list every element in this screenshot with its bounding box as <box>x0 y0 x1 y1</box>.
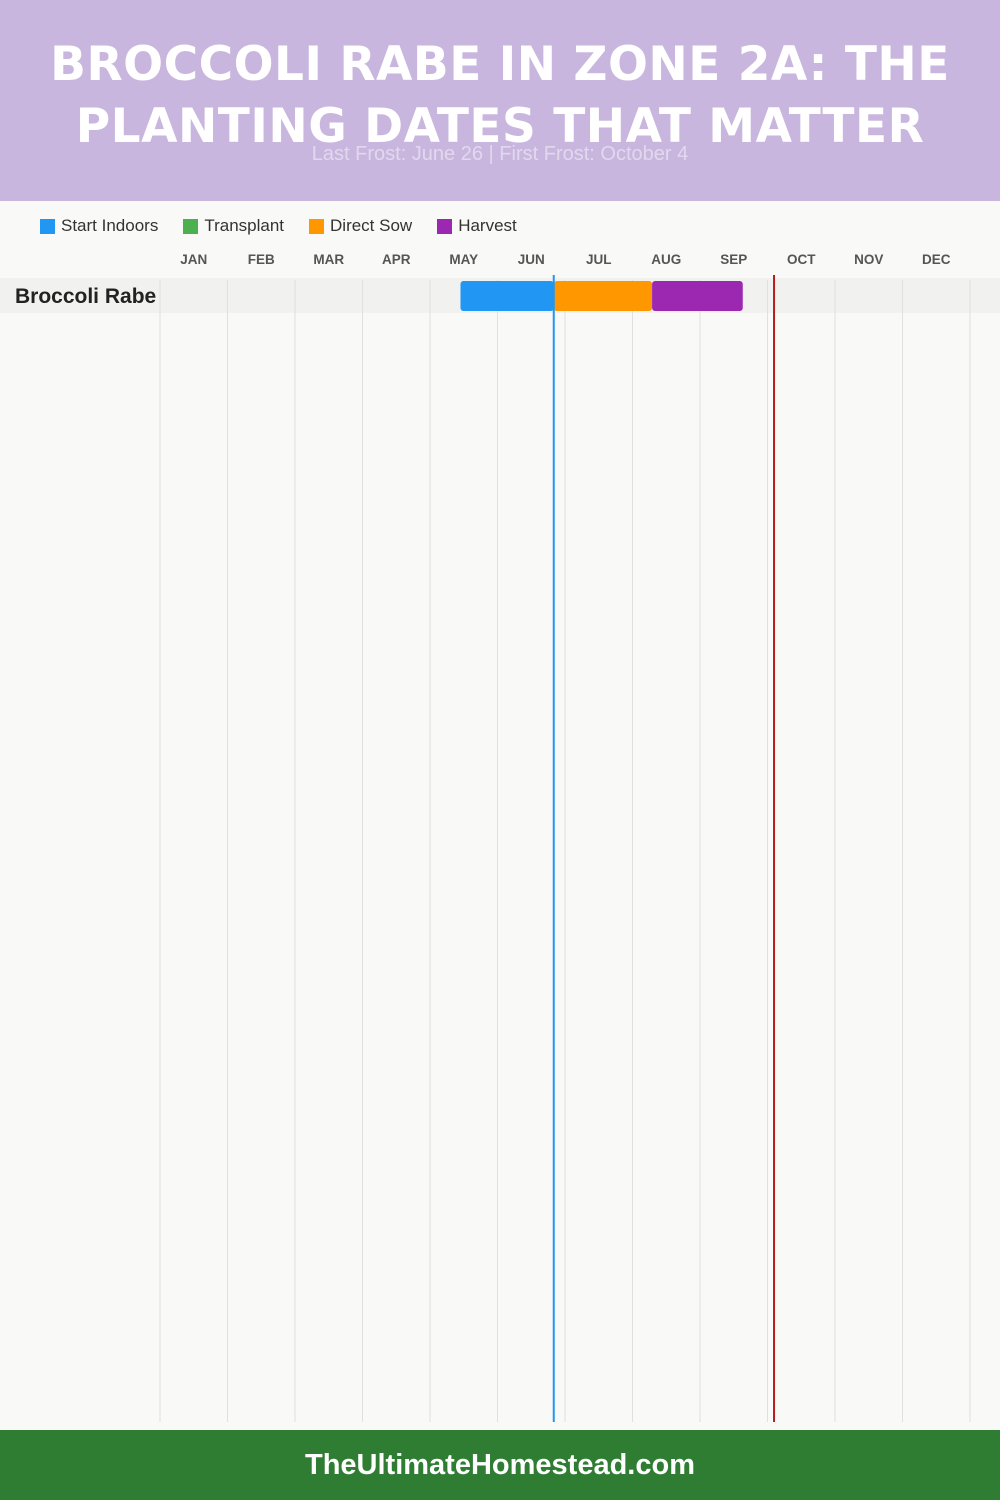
legend-item-transplant: Transplant <box>183 216 284 236</box>
frost-dates-subtitle: Last Frost: June 26 | First Frost: Octob… <box>311 143 689 165</box>
month-label-mar: MAR <box>313 252 344 267</box>
row-label-crop: Broccoli Rabe <box>15 285 156 308</box>
month-label-apr: APR <box>382 252 411 267</box>
legend-label-start-indoors: Start Indoors <box>61 216 159 235</box>
month-label-dec: DEC <box>922 252 951 267</box>
legend-item-direct-sow: Direct Sow <box>309 216 412 236</box>
page-title: Broccoli Rabe in Zone 2A: The Planting D… <box>50 37 950 154</box>
legend-item-start-indoors: Start Indoors <box>40 216 158 236</box>
month-label-jul: JUL <box>586 252 612 267</box>
footer-site-link[interactable]: TheUltimateHomestead.com <box>305 1448 695 1481</box>
bar-start-indoors <box>460 281 554 311</box>
legend-swatch-start-indoors <box>40 218 55 234</box>
legend-label-direct-sow: Direct Sow <box>330 216 413 235</box>
bar-harvest <box>652 281 743 311</box>
planting-calendar-chart: JAN FEB MAR APR MAY JUN JUL AUG SEP OCT NOV DEC Broc… <box>0 252 1000 1422</box>
header-banner: Broccoli Rabe in Zone 2A: The Planting D… <box>0 0 1000 201</box>
month-label-sep: SEP <box>720 252 747 267</box>
month-label-jan: JAN <box>180 252 207 267</box>
legend-label-harvest: Harvest <box>458 216 517 235</box>
legend-swatch-transplant <box>183 218 199 234</box>
legend-swatch-harvest <box>437 218 453 234</box>
month-label-oct: OCT <box>787 252 816 267</box>
legend-swatch-direct-sow <box>309 218 325 234</box>
legend: Start Indoors Transplant Direct Sow Harv… <box>40 214 542 238</box>
footer-banner: TheUltimateHomestead.com <box>0 1430 1000 1500</box>
month-label-feb: FEB <box>248 252 275 267</box>
legend-item-harvest: Harvest <box>437 216 517 236</box>
legend-label-transplant: Transplant <box>204 216 285 235</box>
month-label-aug: AUG <box>651 252 681 267</box>
month-label-nov: NOV <box>854 252 883 267</box>
month-label-jun: JUN <box>518 252 545 267</box>
bar-direct-sow <box>553 281 653 311</box>
month-label-may: MAY <box>449 252 478 267</box>
